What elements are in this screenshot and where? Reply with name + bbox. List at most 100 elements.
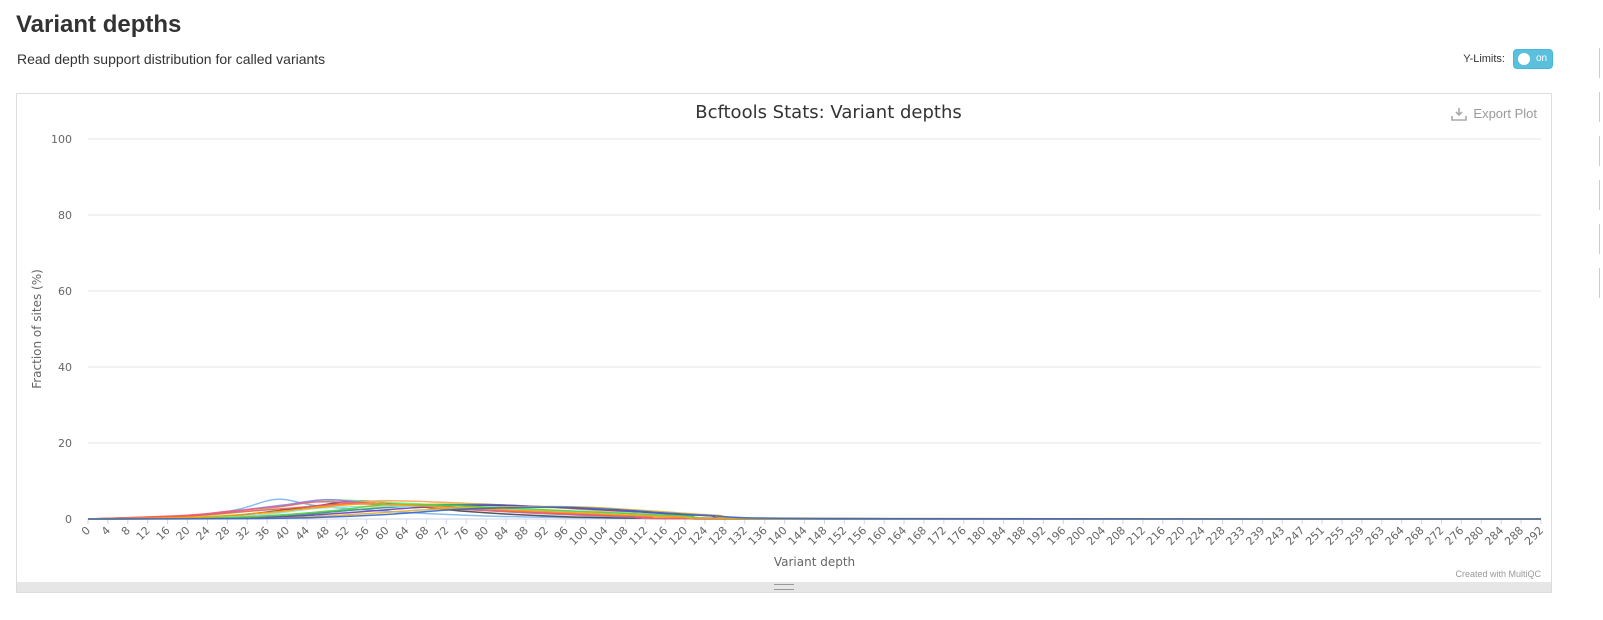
x-tick-label: 200 <box>1064 524 1088 548</box>
y-tick-label: 40 <box>58 361 72 374</box>
series-line <box>87 506 1542 520</box>
y-tick-label: 60 <box>58 285 72 298</box>
x-tick-label: 180 <box>965 524 989 548</box>
x-tick-label: 80 <box>472 524 491 543</box>
y-tick-label: 20 <box>58 437 72 450</box>
x-tick-label: 204 <box>1084 524 1108 548</box>
x-tick-label: 108 <box>606 524 630 548</box>
x-tick-label: 184 <box>985 524 1009 548</box>
y-tick-label: 0 <box>65 513 72 526</box>
edge-tab[interactable] <box>1599 48 1603 78</box>
x-tick-label: 196 <box>1044 524 1068 548</box>
x-tick-label: 272 <box>1423 524 1447 548</box>
x-tick-label: 288 <box>1502 524 1526 548</box>
x-tick-label: 12 <box>134 524 153 543</box>
toggle-state: on <box>1536 53 1548 64</box>
export-plot-button[interactable]: Export Plot <box>1451 106 1537 121</box>
x-axis-title: Variant depth <box>774 555 855 569</box>
x-tick-label: 88 <box>512 524 531 543</box>
x-tick-label: 208 <box>1104 524 1128 548</box>
edge-tab[interactable] <box>1599 224 1603 254</box>
toggle-knob <box>1518 53 1530 65</box>
plot-container: Bcftools Stats: Variant depths 0 20 40 60 80 1… <box>16 93 1552 593</box>
x-tick-label: 243 <box>1263 524 1287 548</box>
x-tick-label: 132 <box>726 524 750 548</box>
x-tick-label: 20 <box>174 524 193 543</box>
x-tick-label: 72 <box>432 524 451 543</box>
resize-handle[interactable] <box>774 584 794 590</box>
x-tick-label: 144 <box>786 524 810 548</box>
x-tick-label: 264 <box>1383 524 1407 548</box>
section-description: Read depth support distribution for call… <box>17 51 326 67</box>
x-tick-label: 276 <box>1442 524 1466 548</box>
x-tick-label: 84 <box>492 524 511 543</box>
x-tick-label: 233 <box>1224 524 1248 548</box>
x-tick-label: 140 <box>766 524 790 548</box>
edge-tab[interactable] <box>1599 180 1603 210</box>
x-tick-label: 52 <box>333 524 352 543</box>
x-tick-label: 192 <box>1024 524 1048 548</box>
x-tick-label: 0 <box>79 524 93 538</box>
x-tick-label: 100 <box>567 524 591 548</box>
x-tick-label: 284 <box>1482 524 1506 548</box>
x-tick-label: 44 <box>293 524 312 543</box>
x-tick-label: 164 <box>885 524 909 548</box>
edge-tab[interactable] <box>1599 136 1603 166</box>
x-tick-label: 255 <box>1323 524 1347 548</box>
x-tick-label: 56 <box>353 524 372 543</box>
x-tick-label: 168 <box>905 524 929 548</box>
x-tick-label: 60 <box>373 524 392 543</box>
y-axis-title: Fraction of sites (%) <box>30 269 44 389</box>
line-chart: Bcftools Stats: Variant depths0204060801… <box>30 102 1546 569</box>
resize-bar[interactable] <box>17 582 1551 592</box>
x-tick-label: 251 <box>1303 524 1327 548</box>
x-tick-label: 76 <box>452 524 471 543</box>
x-tick-label: 36 <box>253 524 272 543</box>
x-tick-label: 160 <box>865 524 889 548</box>
x-tick-label: 224 <box>1184 524 1208 548</box>
x-tick-label: 263 <box>1363 524 1387 548</box>
x-tick-label: 32 <box>233 524 252 543</box>
edge-tab[interactable] <box>1599 268 1603 298</box>
x-tick-label: 172 <box>925 524 949 548</box>
x-tick-label: 220 <box>1164 524 1188 548</box>
x-tick-label: 112 <box>626 524 650 548</box>
x-tick-label: 136 <box>746 524 770 548</box>
x-tick-label: 64 <box>392 524 411 543</box>
x-tick-label: 120 <box>666 524 690 548</box>
x-tick-label: 16 <box>154 524 173 543</box>
x-tick-label: 4 <box>99 524 113 538</box>
x-tick-label: 92 <box>532 524 551 543</box>
x-tick-label: 28 <box>213 524 232 543</box>
x-tick-label: 216 <box>1144 524 1168 548</box>
x-tick-label: 8 <box>119 524 133 538</box>
x-tick-label: 124 <box>686 524 710 548</box>
y-tick-label: 100 <box>51 133 72 146</box>
x-tick-label: 68 <box>412 524 431 543</box>
x-tick-label: 212 <box>1124 524 1148 548</box>
x-tick-label: 128 <box>706 524 730 548</box>
export-plot-label: Export Plot <box>1473 106 1537 121</box>
x-tick-label: 247 <box>1283 524 1307 548</box>
ylimits-control: Y-Limits: on <box>1463 49 1553 69</box>
page-title: Variant depths <box>16 11 182 38</box>
ylimits-label: Y-Limits: <box>1463 53 1505 65</box>
x-tick-label: 148 <box>806 524 830 548</box>
x-tick-label: 24 <box>193 524 212 543</box>
x-tick-label: 152 <box>825 524 849 548</box>
edge-tab[interactable] <box>1599 92 1603 122</box>
x-tick-label: 40 <box>273 524 292 543</box>
x-tick-label: 188 <box>1005 524 1029 548</box>
x-tick-label: 292 <box>1522 524 1546 548</box>
x-tick-label: 280 <box>1462 524 1486 548</box>
x-tick-label: 239 <box>1243 524 1267 548</box>
download-icon <box>1451 107 1468 121</box>
x-tick-label: 156 <box>845 524 869 548</box>
x-tick-label: 259 <box>1343 524 1367 548</box>
ylimits-toggle[interactable]: on <box>1513 49 1553 69</box>
x-tick-label: 228 <box>1204 524 1228 548</box>
y-tick-label: 80 <box>58 209 72 222</box>
credits-text[interactable]: Created with MultiQC <box>1455 569 1541 579</box>
x-tick-label: 48 <box>313 524 332 543</box>
chart-title: Bcftools Stats: Variant depths <box>695 102 962 123</box>
